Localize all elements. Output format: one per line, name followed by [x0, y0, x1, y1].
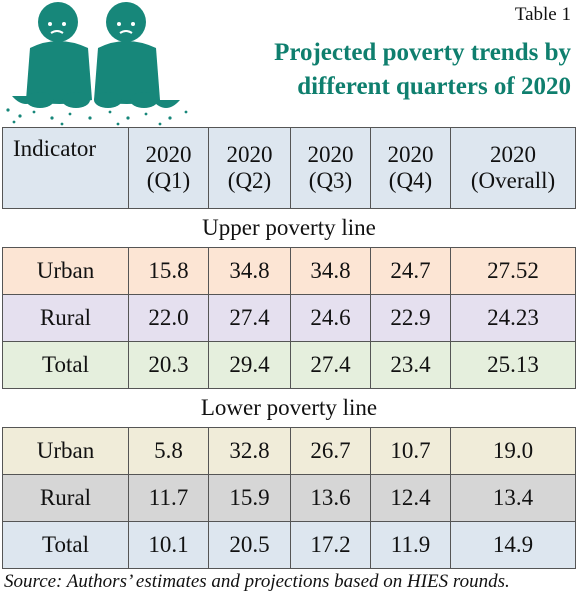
cell-q4: 23.4	[370, 341, 451, 389]
cell-q4: 22.9	[370, 294, 451, 342]
row-label: Total	[2, 521, 129, 569]
row-label: Total	[2, 341, 129, 389]
row-label: Urban	[2, 247, 129, 295]
cell-q2: 20.5	[208, 521, 291, 569]
cell-q2: 27.4	[208, 294, 291, 342]
cell-overall: 24.23	[450, 294, 576, 342]
cell-q1: 15.8	[128, 247, 209, 295]
cell-overall: 14.9	[450, 521, 576, 569]
section-title-lower-poverty-line: Lower poverty line	[2, 388, 576, 428]
cell-overall: 25.13	[450, 341, 576, 389]
cell-q1: 5.8	[128, 427, 209, 475]
header-q1: 2020 (Q1)	[128, 127, 209, 209]
table-row: Urban 5.8 32.8 26.7 10.7 19.0	[2, 427, 576, 475]
source-note: Source: Authors’ estimates and projectio…	[4, 571, 510, 592]
cell-overall: 27.52	[450, 247, 576, 295]
section-title-upper-poverty-line: Upper poverty line	[2, 208, 576, 248]
cell-q3: 27.4	[290, 341, 371, 389]
section-row-upper: Upper poverty line	[2, 208, 576, 248]
cell-overall: 13.4	[450, 474, 576, 522]
table-row: Rural 22.0 27.4 24.6 22.9 24.23	[2, 294, 576, 342]
cell-q2: 32.8	[208, 427, 291, 475]
header-indicator: Indicator	[2, 127, 129, 209]
cell-q1: 10.1	[128, 521, 209, 569]
header-q2: 2020 (Q2)	[208, 127, 291, 209]
row-label: Urban	[2, 427, 129, 475]
table-title: Projected poverty trends by different qu…	[221, 36, 571, 104]
cell-q4: 11.9	[370, 521, 451, 569]
table-title-line-1: Projected poverty trends by	[274, 39, 571, 66]
header-overall: 2020 (Overall)	[450, 127, 576, 209]
cell-q3: 24.6	[290, 294, 371, 342]
table-row: Total 10.1 20.5 17.2 11.9 14.9	[2, 521, 576, 569]
two-sad-people-with-begging-bowls-icon	[6, 2, 188, 126]
row-label: Rural	[2, 294, 129, 342]
cell-q4: 10.7	[370, 427, 451, 475]
cell-q3: 26.7	[290, 427, 371, 475]
poverty-trends-table: Indicator 2020 (Q1) 2020 (Q2) 2020 (Q3) 202…	[2, 127, 576, 569]
table-title-line-2: different quarters of 2020	[297, 73, 571, 100]
cell-q1: 11.7	[128, 474, 209, 522]
cell-q1: 20.3	[128, 341, 209, 389]
table-row: Rural 11.7 15.9 13.6 12.4 13.4	[2, 474, 576, 522]
cell-q4: 24.7	[370, 247, 451, 295]
row-label: Rural	[2, 474, 129, 522]
cell-q2: 34.8	[208, 247, 291, 295]
table-header-row: Indicator 2020 (Q1) 2020 (Q2) 2020 (Q3) 202…	[2, 127, 576, 209]
table-number-label: Table 1	[514, 4, 571, 25]
cell-q2: 29.4	[208, 341, 291, 389]
cell-q3: 13.6	[290, 474, 371, 522]
table-row: Total 20.3 29.4 27.4 23.4 25.13	[2, 341, 576, 389]
cell-q4: 12.4	[370, 474, 451, 522]
cell-q2: 15.9	[208, 474, 291, 522]
cell-q3: 34.8	[290, 247, 371, 295]
section-row-lower: Lower poverty line	[2, 388, 576, 428]
table-row: Urban 15.8 34.8 34.8 24.7 27.52	[2, 247, 576, 295]
cell-q3: 17.2	[290, 521, 371, 569]
header-q4: 2020 (Q4)	[370, 127, 451, 209]
header-q3: 2020 (Q3)	[290, 127, 371, 209]
cell-overall: 19.0	[450, 427, 576, 475]
cell-q1: 22.0	[128, 294, 209, 342]
